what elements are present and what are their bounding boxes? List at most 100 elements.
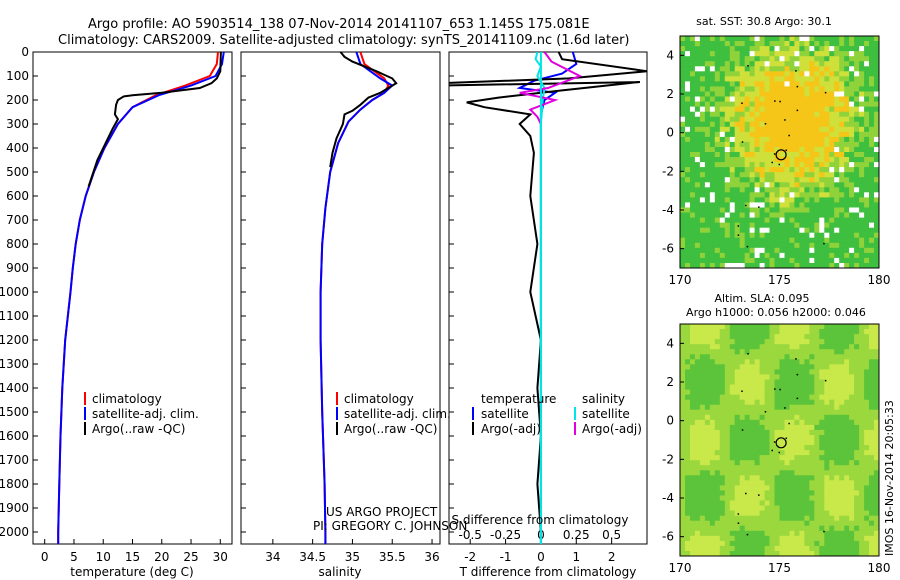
map-cell — [854, 495, 860, 501]
map-cell — [739, 530, 746, 537]
map-cell — [834, 71, 840, 77]
map-cell — [809, 237, 815, 244]
map-cell — [764, 530, 771, 537]
map-cell — [774, 404, 780, 411]
map-cell — [694, 81, 701, 87]
map-cell — [814, 455, 820, 461]
map-cell — [874, 46, 880, 52]
map-cell — [814, 545, 820, 552]
map-cell — [864, 334, 870, 340]
map-cell — [834, 237, 840, 244]
map-cell — [869, 121, 875, 128]
map-cell — [804, 324, 810, 330]
map-cell — [874, 551, 880, 557]
map-cell — [794, 222, 800, 229]
map-cell — [759, 535, 766, 542]
island-mark — [746, 533, 749, 536]
map-cell — [789, 192, 795, 198]
map-cell — [739, 460, 746, 466]
map-cell — [774, 252, 780, 259]
map-cell — [739, 212, 746, 218]
map-cell — [685, 126, 691, 133]
map-cell — [789, 247, 795, 254]
map-cell — [744, 450, 751, 456]
map-cell — [749, 162, 756, 168]
map-cell — [829, 364, 835, 370]
map-cell — [869, 495, 875, 501]
map-cell — [844, 247, 850, 254]
map-cell — [685, 61, 691, 67]
map-cell — [769, 455, 775, 461]
map-cell — [779, 257, 785, 264]
map-cell — [784, 540, 790, 547]
map-cell — [854, 485, 860, 491]
map-cell — [690, 91, 696, 97]
map-cell — [719, 419, 726, 426]
map-cell — [779, 182, 785, 188]
map-cell — [804, 384, 810, 390]
map-cell — [690, 41, 696, 47]
map-cell — [754, 535, 761, 542]
map-cell — [814, 56, 820, 62]
map-cell — [844, 232, 850, 239]
map-cell — [849, 359, 855, 365]
map-cell — [859, 252, 865, 259]
map-cell — [699, 540, 706, 547]
map-cell — [714, 202, 721, 208]
map-cell — [724, 237, 731, 244]
map-cell — [859, 232, 865, 239]
map-cell — [859, 465, 865, 471]
map-cell — [844, 36, 850, 42]
map-cell — [704, 460, 711, 466]
map-cell — [834, 419, 840, 426]
map-cell — [874, 162, 880, 168]
map-cell — [824, 257, 830, 264]
map-cell — [814, 334, 820, 340]
map-cell — [734, 126, 741, 133]
map-cell — [859, 182, 865, 188]
map-cell — [744, 435, 751, 441]
map-cell — [789, 96, 795, 102]
map-cell — [864, 257, 870, 264]
map-cell — [744, 162, 751, 168]
map-cell — [859, 66, 865, 72]
map-cell — [685, 121, 691, 128]
map-cell — [859, 374, 865, 380]
map-cell — [819, 530, 825, 537]
map-cell — [789, 334, 795, 340]
map-cell — [789, 445, 795, 451]
map-cell — [774, 480, 780, 486]
map-cell — [764, 41, 771, 47]
map-cell — [839, 485, 845, 491]
map-cell — [749, 495, 756, 501]
map-cell — [685, 414, 691, 421]
t-diff-xlabel: T difference from climatology — [459, 565, 637, 579]
map-cell — [779, 111, 785, 118]
map-cell — [799, 96, 805, 102]
map-cell — [849, 141, 855, 148]
map-cell — [834, 86, 840, 92]
map-cell — [794, 61, 800, 67]
map-cell — [834, 329, 840, 335]
map-cell — [709, 136, 716, 143]
map-cell — [779, 450, 785, 456]
map-cell — [839, 172, 845, 178]
map-cell — [839, 475, 845, 481]
map-cell — [859, 86, 865, 92]
map-cell — [769, 334, 775, 340]
map-cell — [699, 344, 706, 350]
map-cell — [685, 232, 691, 239]
map-cell — [690, 500, 696, 506]
map-cell — [680, 475, 686, 481]
map-cell — [729, 182, 736, 188]
map-cell — [699, 116, 706, 123]
map-cell — [749, 520, 756, 527]
map-cell — [749, 222, 756, 229]
map-cell — [789, 197, 795, 203]
map-cell — [844, 76, 850, 82]
depth-tick-label: 1000 — [0, 285, 29, 299]
map-cell — [714, 445, 721, 451]
map-cell — [759, 36, 766, 42]
map-cell — [784, 36, 790, 42]
map-cell — [704, 182, 711, 188]
